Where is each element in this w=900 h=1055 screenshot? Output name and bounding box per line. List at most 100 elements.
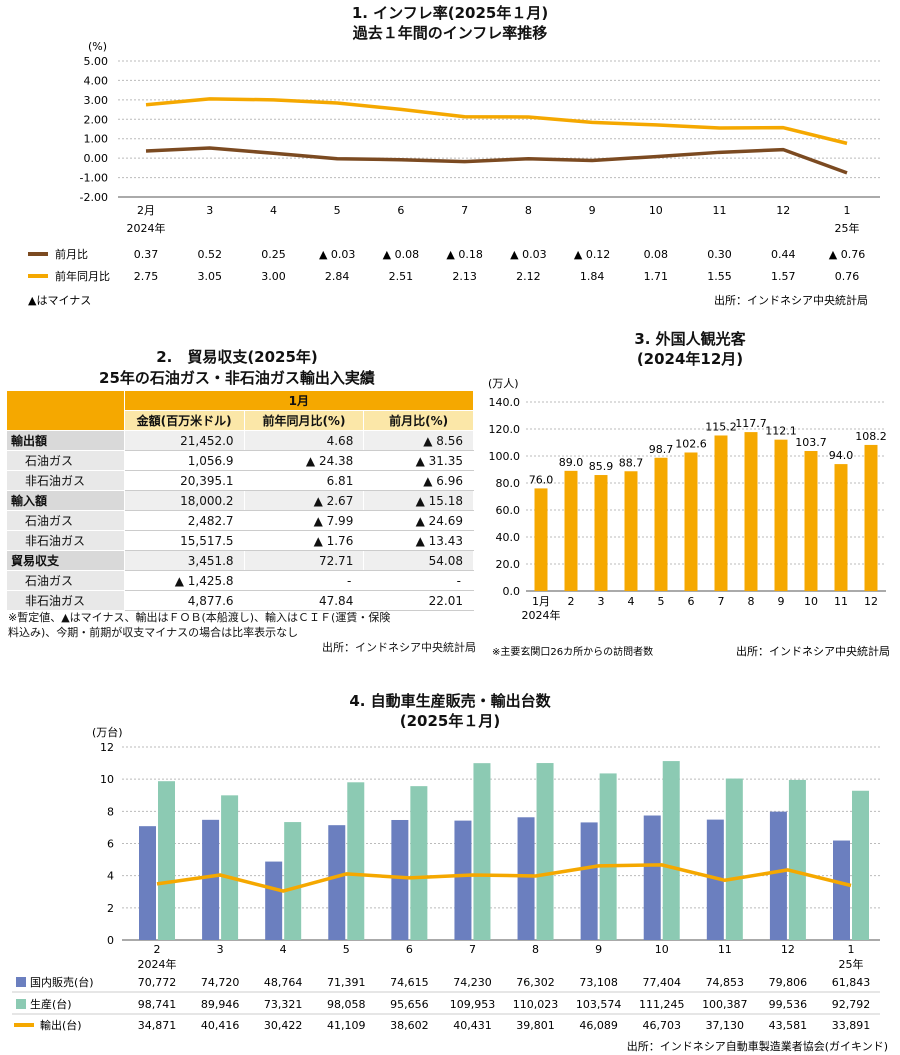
trade-table: 1月 金額(百万米ドル) 前年同月比(%) 前月比(%) 輸出額 21,452.0… bbox=[6, 390, 475, 611]
x-tick-label: 11 bbox=[718, 943, 732, 956]
x-tick-label: 11 bbox=[834, 595, 848, 608]
legend-yoy-label: 前年同月比 bbox=[55, 269, 110, 283]
row-label: 貿易収支 bbox=[6, 550, 125, 571]
production-bar bbox=[599, 773, 617, 940]
y-tick-label: 100.0 bbox=[489, 450, 521, 463]
mom-line bbox=[145, 146, 848, 175]
legend-domestic-swatch bbox=[16, 977, 26, 987]
x-tick-label: 12 bbox=[864, 595, 878, 608]
tourist-bar bbox=[864, 444, 878, 591]
tourists-note: ※主要玄関口26カ所からの訪問者数 bbox=[492, 645, 653, 658]
x-tick-label: 7 bbox=[461, 204, 468, 217]
x-sublabel-start: 2024年 bbox=[138, 957, 177, 971]
auto-chart: (万台) 12 10 8 6 4 2 0 2 3 4 5 6 7 8 9 10 11 12 1 2024年 25年 7… bbox=[12, 725, 888, 1053]
cell-amount: 18,000.2 bbox=[123, 490, 245, 511]
x-tick-label: 7 bbox=[718, 595, 725, 608]
production-bar bbox=[788, 779, 806, 940]
cell-mom: 54.08 bbox=[363, 550, 474, 571]
export-value-label: 40,431 bbox=[453, 1019, 492, 1032]
col-header-mom: 前月比(%) bbox=[363, 410, 474, 431]
col-header-amount: 金額(百万米ドル) bbox=[123, 410, 245, 431]
auto-title: 4. 自動車生産販売・輸出台数 bbox=[349, 692, 551, 710]
mom-value-label: ▲ 0.03 bbox=[319, 248, 355, 261]
domestic-bar bbox=[328, 825, 346, 940]
y-tick-label: 6 bbox=[107, 838, 114, 851]
tourist-value-label: 112.1 bbox=[765, 425, 797, 438]
table-row: 輸入額 18,000.2 ▲ 2.67 ▲ 15.18 bbox=[6, 490, 474, 511]
export-value-label: 34,871 bbox=[138, 1019, 177, 1032]
col-header-yoy: 前年同月比(%) bbox=[243, 410, 365, 431]
inflation-title: 1. インフレ率(2025年１月) bbox=[351, 4, 549, 22]
production-value-label: 100,387 bbox=[702, 998, 748, 1011]
production-value-label: 98,741 bbox=[138, 998, 177, 1011]
cell-amount: 21,452.0 bbox=[123, 430, 245, 451]
x-tick-label: 8 bbox=[748, 595, 755, 608]
production-bar bbox=[725, 778, 743, 940]
legend-production-label: 生産(台) bbox=[30, 997, 72, 1011]
table-month-header: 1月 bbox=[123, 390, 475, 411]
y-tick-label: 40.0 bbox=[496, 531, 521, 544]
mom-value-label: ▲ 0.03 bbox=[510, 248, 546, 261]
tourist-value-label: 89.0 bbox=[559, 456, 584, 469]
domestic-bar bbox=[454, 820, 472, 940]
x-tick-label: 10 bbox=[649, 204, 663, 217]
x-tick-label: 2月 bbox=[137, 204, 155, 217]
auto-subtitle: (2025年１月) bbox=[399, 712, 501, 730]
mom-value-label: 0.30 bbox=[707, 248, 732, 261]
table-row: 貿易収支 3,451.8 72.71 54.08 bbox=[6, 550, 474, 571]
y-tick-label: 20.0 bbox=[496, 558, 521, 571]
tourist-bar bbox=[534, 488, 548, 591]
x-tick-label: 8 bbox=[525, 204, 532, 217]
y-tick-label: -2.00 bbox=[80, 191, 108, 204]
row-label: 輸入額 bbox=[6, 490, 125, 511]
yoy-value-label: 3.00 bbox=[261, 270, 286, 283]
y-tick-label: 2.00 bbox=[84, 113, 109, 126]
cell-mom: ▲ 31.35 bbox=[363, 450, 474, 471]
domestic-bar bbox=[769, 811, 787, 940]
tourist-bar bbox=[834, 464, 848, 591]
cell-yoy: 6.81 bbox=[243, 470, 365, 491]
cell-yoy: ▲ 7.99 bbox=[243, 510, 365, 531]
tourists-chart: (万人) 140.0120.0100.080.060.040.020.00.0 … bbox=[488, 377, 890, 658]
row-label: 非石油ガス bbox=[6, 470, 125, 491]
cell-yoy: 47.84 bbox=[243, 590, 365, 611]
cell-amount: 3,451.8 bbox=[123, 550, 245, 571]
cell-mom: ▲ 13.43 bbox=[363, 530, 474, 551]
domestic-value-label: 79,806 bbox=[769, 976, 808, 989]
row-label: 石油ガス bbox=[6, 570, 125, 591]
trade-note-line2: 料込み)、今期・前期が収支マイナスの場合は比率表示なし bbox=[8, 626, 299, 639]
x-tick-label: 1 bbox=[848, 943, 855, 956]
mom-value-label: 0.52 bbox=[197, 248, 222, 261]
cell-mom: - bbox=[363, 570, 474, 591]
y-tick-label: 60.0 bbox=[496, 504, 521, 517]
auto-source: 出所：インドネシア自動車製造業者協会(ガイキンド) bbox=[627, 1039, 888, 1053]
tourist-bar bbox=[774, 439, 788, 591]
y-tick-label: 4 bbox=[107, 870, 114, 883]
row-label: 非石油ガス bbox=[6, 590, 125, 611]
cell-amount: 4,877.6 bbox=[123, 590, 245, 611]
x-tick-label: 9 bbox=[778, 595, 785, 608]
x-sublabel-start: 2024年 bbox=[127, 221, 166, 235]
tourists-source: 出所：インドネシア中央統計局 bbox=[736, 644, 890, 658]
cell-mom: ▲ 6.96 bbox=[363, 470, 474, 491]
domestic-bar bbox=[833, 840, 850, 940]
yoy-value-label: 1.55 bbox=[707, 270, 732, 283]
domestic-bar bbox=[706, 819, 724, 940]
cell-mom: 22.01 bbox=[363, 590, 474, 611]
table-row: 石油ガス ▲ 1,425.8- - bbox=[6, 570, 474, 591]
row-label: 石油ガス bbox=[6, 510, 125, 531]
domestic-bar bbox=[265, 861, 283, 940]
cell-amount: 20,395.1 bbox=[123, 470, 245, 491]
x-tick-label: 4 bbox=[628, 595, 635, 608]
production-value-label: 103,574 bbox=[576, 998, 622, 1011]
x-tick-label: 10 bbox=[655, 943, 669, 956]
domestic-value-label: 77,404 bbox=[642, 976, 681, 989]
inflation-note: ▲はマイナス bbox=[28, 294, 91, 307]
x-tick-label: 1月 bbox=[532, 595, 550, 608]
cell-yoy: 72.71 bbox=[243, 550, 365, 571]
cell-amount: 2,482.7 bbox=[123, 510, 245, 531]
tourist-bar bbox=[744, 432, 758, 591]
production-bar bbox=[347, 782, 365, 940]
tourist-bar bbox=[684, 452, 698, 591]
inflation-source: 出所：インドネシア中央統計局 bbox=[714, 293, 868, 307]
